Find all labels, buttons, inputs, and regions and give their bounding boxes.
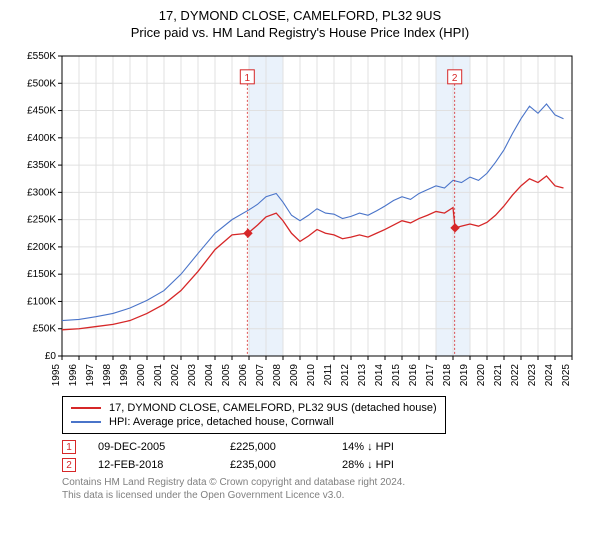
svg-text:£400K: £400K (27, 133, 56, 144)
svg-text:£0: £0 (45, 351, 57, 362)
svg-text:2014: 2014 (374, 363, 385, 386)
svg-text:2000: 2000 (136, 363, 147, 386)
svg-text:£250K: £250K (27, 214, 56, 225)
svg-text:1995: 1995 (51, 363, 62, 386)
svg-text:2017: 2017 (425, 363, 436, 386)
svg-text:2008: 2008 (272, 363, 283, 386)
svg-text:2013: 2013 (357, 363, 368, 386)
sale-marker-icon: 2 (62, 458, 76, 472)
svg-text:2015: 2015 (391, 363, 402, 386)
legend-swatch (71, 421, 101, 423)
svg-text:1999: 1999 (119, 363, 130, 386)
svg-text:2018: 2018 (442, 363, 453, 386)
svg-text:2001: 2001 (153, 363, 164, 386)
svg-text:£50K: £50K (33, 324, 57, 335)
legend-item: HPI: Average price, detached house, Corn… (71, 415, 437, 429)
svg-text:2003: 2003 (187, 363, 198, 386)
sale-price: £235,000 (230, 459, 320, 471)
sale-delta: 14% ↓ HPI (342, 441, 394, 453)
svg-text:2025: 2025 (561, 363, 572, 386)
chart-title-line2: Price paid vs. HM Land Registry's House … (12, 25, 588, 42)
legend-item: 17, DYMOND CLOSE, CAMELFORD, PL32 9US (d… (71, 401, 437, 415)
svg-text:£150K: £150K (27, 269, 56, 280)
svg-text:2023: 2023 (527, 363, 538, 386)
svg-text:2: 2 (452, 73, 458, 84)
svg-text:2011: 2011 (323, 363, 334, 385)
svg-text:2012: 2012 (340, 363, 351, 386)
svg-text:1998: 1998 (102, 363, 113, 386)
svg-text:£100K: £100K (27, 296, 56, 307)
svg-text:£200K: £200K (27, 242, 56, 253)
sale-date: 12-FEB-2018 (98, 459, 208, 471)
sale-date: 09-DEC-2005 (98, 441, 208, 453)
svg-text:2004: 2004 (204, 363, 215, 386)
svg-text:£500K: £500K (27, 78, 56, 89)
svg-text:1: 1 (245, 73, 251, 84)
svg-text:2024: 2024 (544, 363, 555, 386)
sale-price: £225,000 (230, 441, 320, 453)
sale-row: 1 09-DEC-2005 £225,000 14% ↓ HPI (62, 440, 588, 454)
svg-text:1996: 1996 (68, 363, 79, 386)
svg-text:1997: 1997 (85, 363, 96, 386)
sale-data-table: 1 09-DEC-2005 £225,000 14% ↓ HPI 2 12-FEB-201… (62, 440, 588, 472)
svg-text:2005: 2005 (221, 363, 232, 386)
sale-marker-icon: 1 (62, 440, 76, 454)
svg-text:2016: 2016 (408, 363, 419, 386)
svg-text:£300K: £300K (27, 187, 56, 198)
svg-text:2020: 2020 (476, 363, 487, 386)
chart-plot: £0 £50K £100K £150K £200K £250K £300K £350K £400… (12, 48, 588, 388)
svg-text:2010: 2010 (306, 363, 317, 386)
footer-line1: Contains HM Land Registry data © Crown c… (62, 476, 588, 489)
svg-text:2019: 2019 (459, 363, 470, 386)
svg-text:£350K: £350K (27, 160, 56, 171)
sale-delta: 28% ↓ HPI (342, 459, 394, 471)
legend-label: 17, DYMOND CLOSE, CAMELFORD, PL32 9US (d… (109, 401, 437, 415)
footer-line2: This data is licensed under the Open Gov… (62, 489, 588, 502)
legend-swatch (71, 407, 101, 409)
legend-label: HPI: Average price, detached house, Corn… (109, 415, 334, 429)
chart-title-line1: 17, DYMOND CLOSE, CAMELFORD, PL32 9US (12, 8, 588, 25)
svg-text:£550K: £550K (27, 51, 56, 62)
footer-attribution: Contains HM Land Registry data © Crown c… (62, 476, 588, 502)
legend: 17, DYMOND CLOSE, CAMELFORD, PL32 9US (d… (62, 396, 446, 435)
svg-text:2009: 2009 (289, 363, 300, 386)
svg-text:2007: 2007 (255, 363, 266, 386)
svg-text:2006: 2006 (238, 363, 249, 386)
chart-container: 17, DYMOND CLOSE, CAMELFORD, PL32 9US Pr… (0, 0, 600, 560)
svg-text:2022: 2022 (510, 363, 521, 386)
svg-text:2002: 2002 (170, 363, 181, 386)
svg-text:£450K: £450K (27, 105, 56, 116)
svg-text:2021: 2021 (493, 363, 504, 386)
sale-row: 2 12-FEB-2018 £235,000 28% ↓ HPI (62, 458, 588, 472)
